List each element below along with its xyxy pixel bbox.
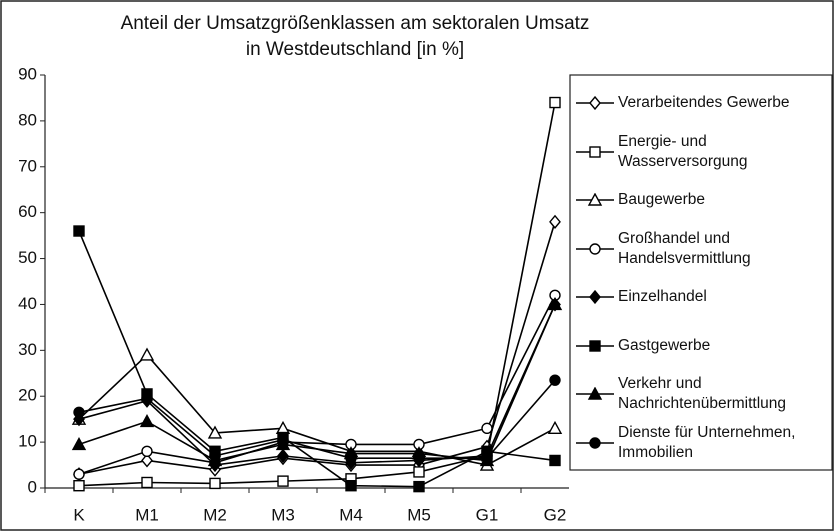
point xyxy=(71,436,87,451)
point xyxy=(481,452,493,464)
x-tick-label: M1 xyxy=(135,505,159,524)
point xyxy=(549,96,561,109)
point xyxy=(413,480,425,493)
legend-label: Verkehr und Nachrichtenübermittlung xyxy=(618,375,787,412)
legend-marker xyxy=(589,436,601,449)
legend-marker xyxy=(589,242,601,255)
point xyxy=(547,296,563,311)
point xyxy=(209,450,221,462)
point xyxy=(413,452,425,464)
x-tick-label: M3 xyxy=(271,505,295,524)
y-tick-label: 70 xyxy=(18,156,37,175)
y-tick-label: 80 xyxy=(18,110,37,129)
y-tick-label: 30 xyxy=(18,340,37,359)
legend-item: Energie- und Wasserversorgung xyxy=(572,132,830,172)
legend-label: Einzelhandel xyxy=(618,288,707,305)
legend-swatch xyxy=(576,339,614,352)
point xyxy=(481,422,493,435)
y-tick-label: 10 xyxy=(18,432,37,451)
point xyxy=(141,453,153,468)
x-tick-label: M5 xyxy=(407,505,431,524)
legend-box xyxy=(569,74,833,471)
point xyxy=(549,454,561,467)
legend-item: Dienste für Unternehmen, Immobilien xyxy=(572,423,830,463)
point xyxy=(549,214,561,229)
point xyxy=(209,477,221,490)
point xyxy=(141,445,153,457)
legend-label: Verarbeitendes Gewerbe xyxy=(618,94,790,111)
legend-label: Dienste für Unternehmen, Immobilien xyxy=(618,423,796,461)
legend-item: Großhandel und Handelsvermittlung xyxy=(572,229,830,269)
point xyxy=(73,468,85,480)
point xyxy=(277,434,289,446)
point xyxy=(277,475,289,487)
legend-swatch xyxy=(576,436,614,449)
legend-label: Baugewerbe xyxy=(618,191,706,208)
y-tick-label: 90 xyxy=(18,64,37,83)
legend-marker xyxy=(589,339,601,352)
point xyxy=(139,347,155,361)
series-line xyxy=(78,294,556,475)
legend-item: Gastgewerbe xyxy=(572,326,830,366)
legend-swatch xyxy=(576,242,614,255)
point xyxy=(73,225,85,237)
legend-item: Verkehr und Nachrichtenübermittlung xyxy=(572,374,830,414)
legend-label: Gastgewerbe xyxy=(618,336,711,354)
y-tick-label: 60 xyxy=(18,202,37,221)
point xyxy=(549,374,561,386)
series-line xyxy=(78,379,556,459)
point xyxy=(277,448,289,463)
x-tick-label: K xyxy=(73,505,85,524)
y-tick-label: 40 xyxy=(18,294,37,313)
series-line xyxy=(78,304,556,466)
series-line xyxy=(78,230,556,488)
chart-title: Anteil der Umsatzgrößenklassen am sektor… xyxy=(121,13,590,34)
legend-item: Einzelhandel xyxy=(572,277,830,317)
x-tick-label: M4 xyxy=(339,505,363,524)
legend-swatch xyxy=(576,145,614,158)
legend-item: Baugewerbe xyxy=(572,180,830,220)
point xyxy=(345,480,357,492)
point xyxy=(413,466,425,478)
point xyxy=(141,476,153,489)
y-tick-label: 0 xyxy=(28,477,37,496)
legend-item: Verarbeitendes Gewerbe xyxy=(572,83,830,123)
series-line xyxy=(78,221,556,476)
legend-marker xyxy=(589,145,601,158)
chart-title: in Westdeutschland [in %] xyxy=(246,39,464,60)
legend-swatch xyxy=(576,193,614,206)
legend-label: Großhandel und Handelsvermittlung xyxy=(618,229,751,267)
legend-marker xyxy=(587,387,603,400)
y-tick-label: 50 xyxy=(18,248,37,267)
point xyxy=(345,452,357,464)
legend-swatch xyxy=(576,387,614,400)
x-tick-label: G1 xyxy=(476,505,499,524)
point xyxy=(547,420,563,435)
x-tick-label: G2 xyxy=(544,505,567,524)
legend-label: Energie- und Wasserversorgung xyxy=(618,132,748,170)
legend-marker xyxy=(589,290,601,304)
point xyxy=(73,406,85,418)
point xyxy=(207,425,223,439)
x-tick-label: M2 xyxy=(203,505,227,524)
y-tick-label: 20 xyxy=(18,386,37,405)
legend-swatch xyxy=(576,290,614,304)
series-line xyxy=(78,304,556,462)
legend-swatch xyxy=(576,96,614,110)
legend-marker xyxy=(589,96,601,110)
point xyxy=(139,413,155,428)
legend-marker xyxy=(587,193,603,206)
series-line xyxy=(78,353,556,466)
point xyxy=(141,392,153,405)
point xyxy=(73,480,85,492)
